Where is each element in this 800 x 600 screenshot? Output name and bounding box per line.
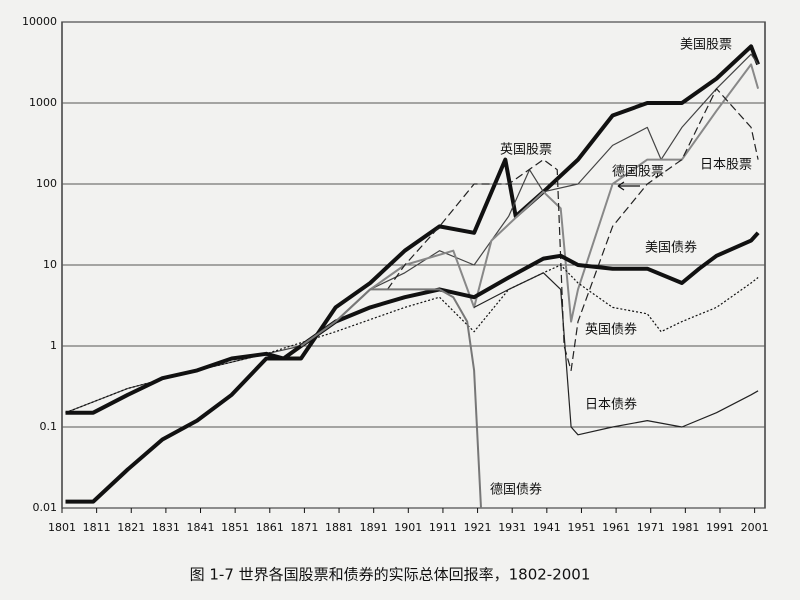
series-label: 美国债券	[645, 240, 697, 256]
x-tick-label: 1941	[533, 521, 561, 534]
x-tick-label: 1931	[498, 521, 526, 534]
series-line	[65, 44, 760, 504]
series-label: 英国债券	[585, 322, 637, 338]
x-tick-label: 1911	[429, 521, 457, 534]
x-tick-label: 1981	[671, 521, 699, 534]
y-tick-label: 0.1	[40, 420, 58, 433]
x-tick-label: 1871	[290, 521, 318, 534]
x-tick-label: 2001	[741, 521, 769, 534]
x-tick-label: 1951	[567, 521, 595, 534]
x-tick-label: 1801	[48, 521, 76, 534]
x-tick-label: 1921	[464, 521, 492, 534]
y-tick-label: 1000	[29, 96, 57, 109]
series-label: 日本债券	[585, 397, 637, 413]
series-line	[387, 88, 759, 371]
x-tick-label: 1831	[152, 521, 180, 534]
y-tick-label: 100	[36, 177, 57, 190]
series-label: 英国股票	[500, 143, 552, 158]
series-line	[300, 288, 482, 509]
series-line	[300, 63, 760, 347]
x-tick-label: 1961	[602, 521, 630, 534]
series-line	[65, 53, 759, 414]
x-tick-label: 1881	[325, 521, 353, 534]
x-tick-label: 1971	[637, 521, 665, 534]
x-tick-label: 1841	[187, 521, 215, 534]
caption: 图 1-7 世界各国股票和债券的实际总体回报率，1802-2001	[190, 566, 591, 584]
x-tick-label: 1891	[360, 521, 388, 534]
x-tick-label: 1851	[221, 521, 249, 534]
series-label: 日本股票	[700, 158, 752, 173]
x-tick-label: 1861	[256, 521, 284, 534]
y-tick-label: 1	[50, 339, 57, 352]
x-tick-label: 1991	[706, 521, 734, 534]
x-tick-label: 1901	[394, 521, 422, 534]
series-label: 德国债券	[490, 482, 542, 498]
series-label: 美国股票	[680, 38, 732, 53]
series-label: 德国股票	[612, 165, 664, 180]
series-line	[473, 272, 759, 436]
x-tick-label: 1811	[83, 521, 111, 534]
y-tick-label: 10	[43, 258, 57, 271]
arrow	[617, 181, 640, 191]
y-tick-label: 10000	[22, 15, 57, 28]
y-tick-label: 0.01	[33, 501, 58, 514]
x-tick-label: 1821	[117, 521, 145, 534]
